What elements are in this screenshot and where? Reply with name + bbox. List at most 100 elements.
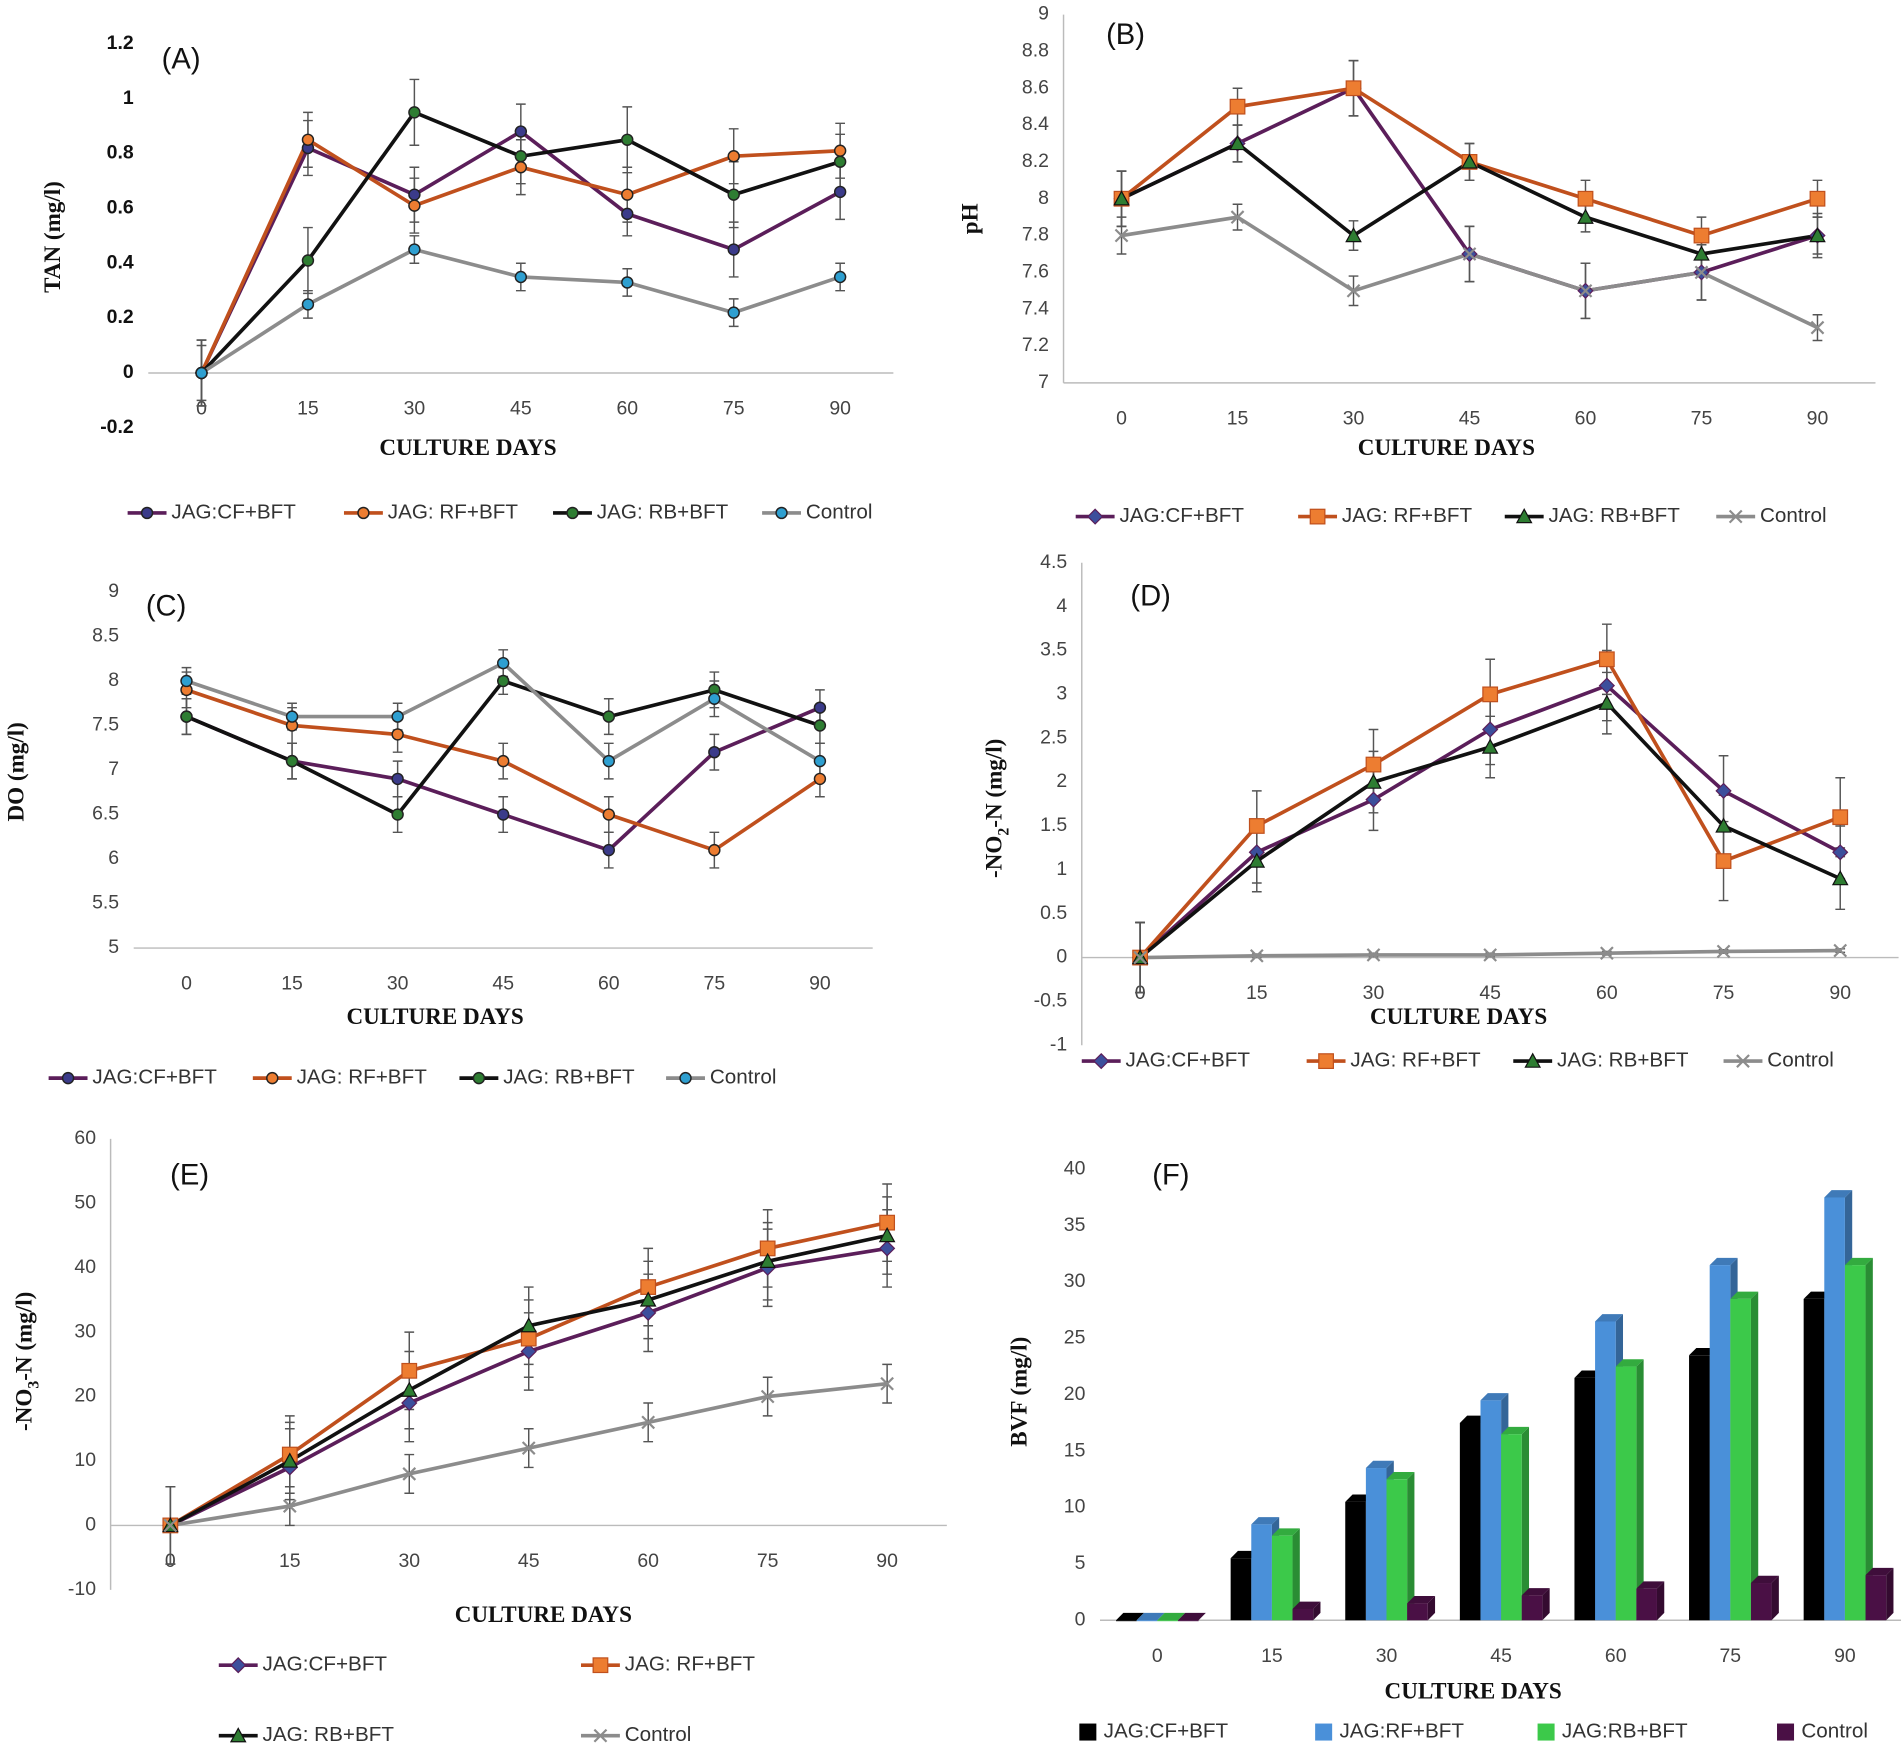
- bar: [1136, 1620, 1158, 1622]
- legend-label: JAG: RB+BFT: [1549, 504, 1681, 527]
- marker: [408, 188, 421, 201]
- marker: [813, 754, 827, 768]
- marker: [880, 1376, 894, 1391]
- bar: [1292, 1608, 1314, 1621]
- x-tick-label: 75: [723, 398, 745, 420]
- bar-top: [1595, 1314, 1624, 1322]
- marker: [1483, 948, 1498, 962]
- marker: [408, 243, 421, 256]
- legend-marker: [1515, 508, 1533, 524]
- marker: [1694, 265, 1709, 280]
- y-tick-label: 10: [1064, 1496, 1086, 1518]
- legend-label: JAG: RF+BFT: [1350, 1049, 1481, 1072]
- y-tick-label: -0.5: [1034, 990, 1068, 1012]
- marker: [1346, 283, 1361, 298]
- bar: [1230, 1558, 1252, 1621]
- figure-body: -0.200.20.40.60.811.20 15 30 45 60 75 90(A)CUL…: [3, 3, 1901, 1744]
- panel-title: (D): [1130, 581, 1170, 613]
- legend-marker: [1309, 508, 1326, 525]
- x-tick-label: 30: [1376, 1645, 1398, 1667]
- legend-marker: [472, 1071, 486, 1085]
- marker: [641, 1415, 656, 1430]
- x-tick-label: 15: [279, 1550, 301, 1572]
- bar: [1615, 1366, 1637, 1621]
- y-tick-label: 0: [1056, 946, 1067, 968]
- y-axis-title-part: -N (mg/l): [981, 739, 1007, 828]
- bar-top: [1730, 1291, 1759, 1299]
- bar: [1365, 1468, 1387, 1621]
- bar-top: [1501, 1426, 1530, 1435]
- x-tick-label: 60: [1596, 982, 1618, 1004]
- marker: [401, 1362, 418, 1379]
- x-tick-label: 15: [297, 398, 319, 420]
- legend-label: Control: [806, 500, 873, 523]
- legend-swatch: [1079, 1723, 1097, 1741]
- marker: [1482, 686, 1499, 703]
- y-tick-label: 6: [108, 847, 119, 869]
- x-tick-label: 90: [809, 973, 831, 995]
- bar-side: [1542, 1588, 1550, 1621]
- marker: [1715, 817, 1732, 833]
- legend-marker: [1086, 508, 1104, 525]
- marker: [520, 1317, 538, 1333]
- marker: [640, 1304, 657, 1321]
- marker: [833, 185, 847, 199]
- x-tick-label: 30: [1343, 407, 1365, 429]
- bar-top: [1157, 1612, 1186, 1621]
- y-tick-label: 7: [108, 758, 119, 780]
- y-tick-label: 0.8: [107, 142, 134, 164]
- marker: [1113, 190, 1130, 206]
- y-tick-label: 7.2: [1022, 334, 1049, 356]
- marker: [497, 674, 510, 688]
- bar: [1386, 1479, 1408, 1621]
- bar-top: [1271, 1528, 1300, 1536]
- bar-side: [1521, 1426, 1530, 1621]
- marker: [621, 133, 634, 146]
- marker: [1716, 944, 1731, 959]
- bar-top: [1636, 1581, 1665, 1589]
- marker: [708, 692, 721, 705]
- legend-marker: [775, 506, 788, 520]
- y-tick-label: 1.5: [1040, 814, 1067, 836]
- y-tick-label: 15: [1064, 1439, 1086, 1461]
- y-tick-label: 7.4: [1022, 297, 1049, 319]
- legend-label: JAG:RF+BFT: [1339, 1720, 1464, 1743]
- marker: [520, 1343, 537, 1360]
- marker: [1715, 782, 1732, 800]
- y-tick-label: 7: [1038, 371, 1049, 393]
- y-tick-label: 35: [1064, 1214, 1086, 1236]
- legend-marker: [1524, 1052, 1542, 1068]
- marker: [180, 710, 193, 723]
- x-tick-label: 45: [518, 1550, 540, 1572]
- x-tick-label: 45: [1459, 407, 1481, 429]
- y-tick-label: 8.8: [1022, 40, 1049, 62]
- chart-panel: 77.27.47.67.888.28.48.68.890 15 30 45 60 75 90…: [957, 3, 1876, 527]
- bar-top: [1136, 1612, 1165, 1621]
- y-tick-label: 2: [1056, 770, 1067, 792]
- y-tick-label: 1: [123, 87, 134, 109]
- legend-swatch: [1315, 1723, 1333, 1741]
- y-tick-label: 0.6: [107, 197, 134, 219]
- y-tick-label: 1: [1056, 858, 1067, 880]
- legend-marker: [1736, 1054, 1750, 1068]
- bar: [1824, 1197, 1845, 1621]
- legend-marker: [140, 506, 154, 520]
- legend-label: Control: [1767, 1049, 1834, 1072]
- y-tick-label: 8.6: [1022, 76, 1049, 98]
- chart-panel: 55.566.577.588.590 15 30 45 60 75 90(C)CULTURE…: [3, 580, 873, 1089]
- x-tick-label: 45: [492, 973, 514, 995]
- marker: [1600, 946, 1614, 961]
- marker: [1365, 791, 1382, 808]
- legend-label: JAG:CF+BFT: [1119, 504, 1244, 527]
- marker: [391, 772, 404, 786]
- y-tick-label: 40: [1064, 1157, 1086, 1179]
- marker: [1114, 228, 1129, 243]
- legend-marker: [229, 1727, 247, 1743]
- y-tick-label: 8: [1038, 187, 1049, 209]
- y-tick-label: -1: [1050, 1033, 1067, 1055]
- legend-label: JAG: RB+BFT: [263, 1723, 395, 1744]
- bar: [1636, 1588, 1657, 1621]
- legend-label: JAG: RF+BFT: [388, 500, 519, 523]
- marker: [1249, 948, 1264, 963]
